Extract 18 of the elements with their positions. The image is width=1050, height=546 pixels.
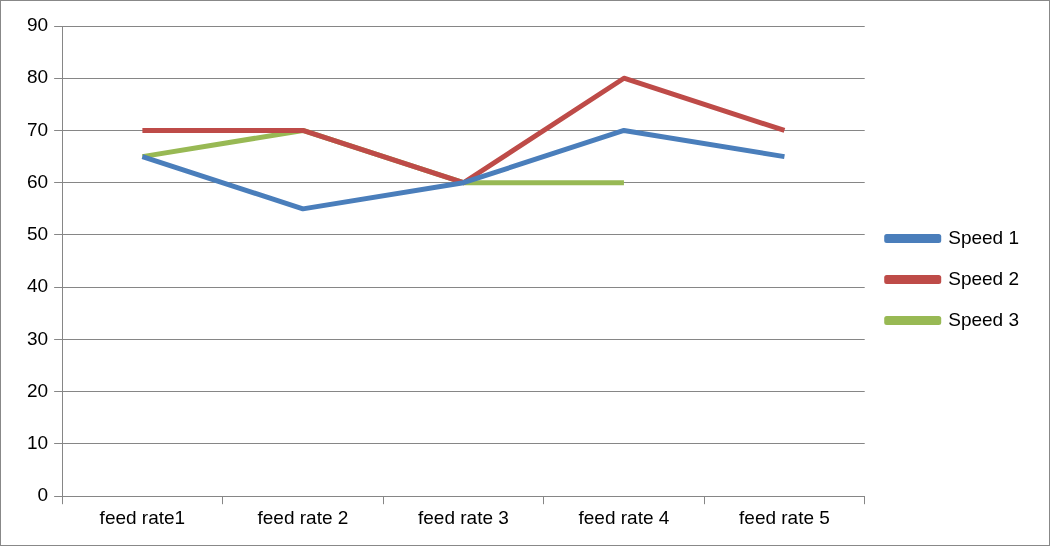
y-tick-label: 0	[37, 484, 49, 506]
legend-label: Speed 2	[948, 267, 1020, 289]
y-tick-label: 10	[26, 432, 49, 454]
y-tick-label: 40	[26, 275, 49, 297]
y-tick-label: 50	[26, 223, 49, 245]
x-tick-label: feed rate1	[99, 506, 186, 528]
y-tick-label: 90	[26, 14, 49, 36]
legend-label: Speed 3	[948, 308, 1020, 330]
x-tick-label: feed rate 5	[739, 506, 830, 528]
legend-label: Speed 1	[948, 226, 1020, 248]
y-tick-label: 20	[26, 379, 49, 401]
x-tick-label: feed rate 3	[418, 506, 509, 528]
y-tick-label: 30	[26, 327, 49, 349]
x-tick-label: feed rate 2	[257, 506, 349, 528]
x-tick-label: feed rate 4	[578, 506, 670, 528]
y-tick-label: 60	[26, 170, 49, 192]
y-tick-label: 80	[26, 66, 49, 88]
y-tick-label: 70	[26, 118, 49, 140]
